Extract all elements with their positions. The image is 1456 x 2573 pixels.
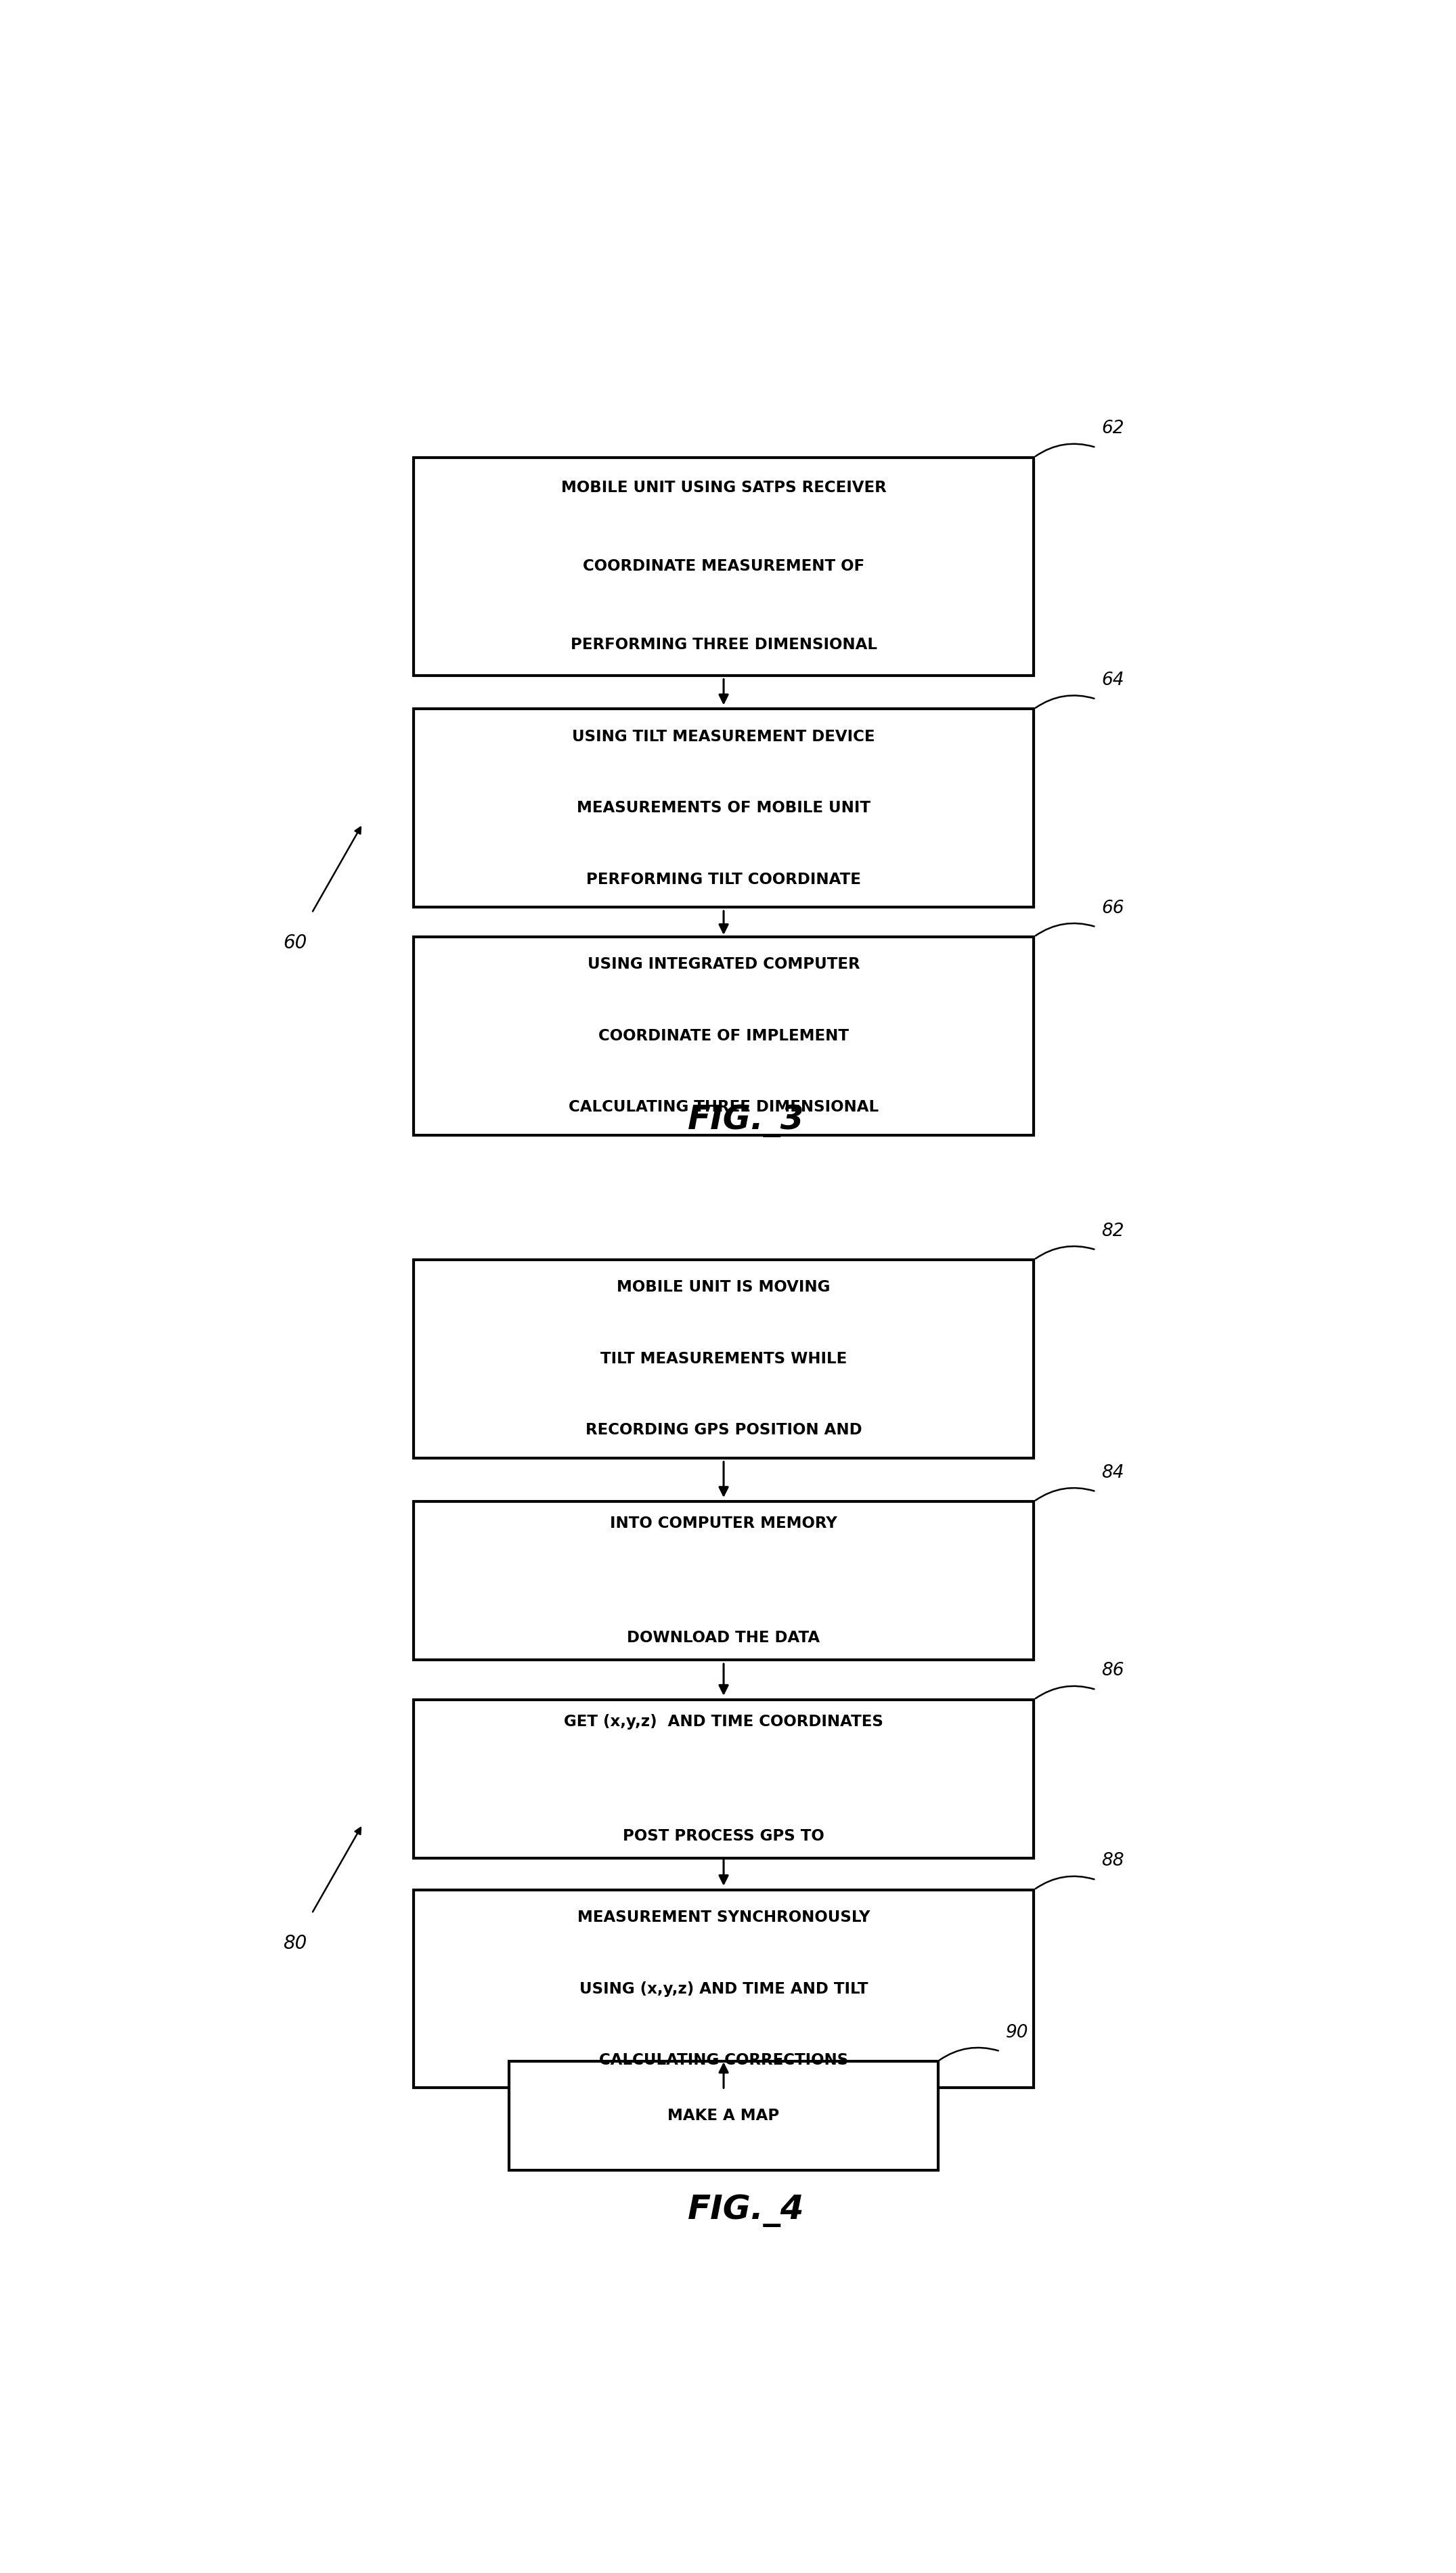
Text: MOBILE UNIT USING SATPS RECEIVER: MOBILE UNIT USING SATPS RECEIVER: [561, 481, 887, 497]
Text: USING (x,y,z) AND TIME AND TILT: USING (x,y,z) AND TIME AND TILT: [579, 1981, 868, 1997]
Text: MEASUREMENT SYNCHRONOUSLY: MEASUREMENT SYNCHRONOUSLY: [577, 1909, 871, 1925]
Text: 66: 66: [1102, 901, 1124, 916]
Text: MOBILE UNIT IS MOVING: MOBILE UNIT IS MOVING: [617, 1279, 830, 1294]
Bar: [414, 1701, 1034, 1858]
Text: COORDINATE MEASUREMENT OF: COORDINATE MEASUREMENT OF: [582, 558, 865, 574]
Text: INTO COMPUTER MEMORY: INTO COMPUTER MEMORY: [610, 1515, 837, 1531]
Text: PERFORMING THREE DIMENSIONAL: PERFORMING THREE DIMENSIONAL: [571, 638, 877, 654]
Text: MAKE A MAP: MAKE A MAP: [668, 2107, 779, 2123]
Text: RECORDING GPS POSITION AND: RECORDING GPS POSITION AND: [585, 1423, 862, 1438]
Text: PERFORMING TILT COORDINATE: PERFORMING TILT COORDINATE: [587, 872, 860, 888]
Text: GET (x,y,z)  AND TIME COORDINATES: GET (x,y,z) AND TIME COORDINATES: [563, 1714, 884, 1729]
Text: COORDINATE OF IMPLEMENT: COORDINATE OF IMPLEMENT: [598, 1029, 849, 1045]
Text: USING INTEGRATED COMPUTER: USING INTEGRATED COMPUTER: [587, 957, 860, 973]
Bar: [414, 1503, 1034, 1660]
Text: MEASUREMENTS OF MOBILE UNIT: MEASUREMENTS OF MOBILE UNIT: [577, 800, 871, 816]
Text: USING TILT MEASUREMENT DEVICE: USING TILT MEASUREMENT DEVICE: [572, 728, 875, 744]
Bar: [510, 2061, 938, 2169]
Text: 86: 86: [1102, 1662, 1124, 1680]
Text: 64: 64: [1102, 672, 1124, 690]
Text: TILT MEASUREMENTS WHILE: TILT MEASUREMENTS WHILE: [600, 1351, 847, 1366]
Text: 84: 84: [1102, 1464, 1124, 1482]
Bar: [414, 458, 1034, 674]
Text: CALCULATING THREE DIMENSIONAL: CALCULATING THREE DIMENSIONAL: [569, 1099, 878, 1114]
Text: POST PROCESS GPS TO: POST PROCESS GPS TO: [623, 1827, 824, 1845]
Bar: [414, 937, 1034, 1135]
Bar: [414, 1889, 1034, 2087]
Text: 88: 88: [1102, 1853, 1124, 1871]
Text: FIG._4: FIG._4: [687, 2195, 805, 2228]
Text: 80: 80: [282, 1935, 307, 1953]
Text: 90: 90: [1006, 2025, 1028, 2040]
Text: CALCULATING CORRECTIONS: CALCULATING CORRECTIONS: [598, 2053, 849, 2069]
Text: DOWNLOAD THE DATA: DOWNLOAD THE DATA: [628, 1629, 820, 1647]
Bar: [414, 1261, 1034, 1459]
Bar: [414, 710, 1034, 908]
Text: 82: 82: [1102, 1222, 1124, 1240]
Text: 62: 62: [1102, 419, 1124, 437]
Text: FIG._3: FIG._3: [687, 1104, 805, 1137]
Text: 60: 60: [282, 934, 307, 952]
